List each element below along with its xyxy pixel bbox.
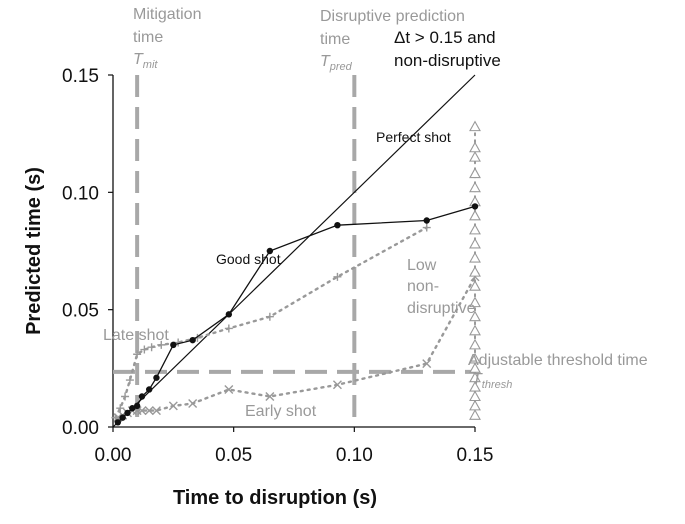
perfect-shot-line xyxy=(112,74,476,428)
low-nondisruptive-line1: Low xyxy=(407,257,437,274)
early-shot-point xyxy=(151,406,161,416)
late-shot-point xyxy=(125,376,134,385)
non-disruptive-point xyxy=(469,167,481,179)
late-shot-point xyxy=(333,272,342,281)
good-shot-label: Good shot xyxy=(216,251,281,267)
early-shot-line xyxy=(116,275,477,419)
series-early-shot xyxy=(113,272,480,423)
good-shot-point xyxy=(334,221,341,229)
adjustable-threshold-label: Adjustable threshold time xyxy=(468,352,648,369)
late-shot-line xyxy=(114,226,428,419)
perfect-shot-label: Perfect shot xyxy=(376,129,451,145)
non-disruptive-point xyxy=(469,280,481,291)
late-shot-point xyxy=(422,223,431,232)
non-disruptive-point xyxy=(469,324,481,336)
mitigation-symbol: Tmit xyxy=(133,51,158,71)
good-shot-point xyxy=(119,414,126,421)
x-tick-label: 0.05 xyxy=(215,445,252,466)
good-shot-point xyxy=(170,341,177,349)
y-tick-label: 0.00 xyxy=(62,418,99,439)
adjustable-threshold-symbol: Tthresh xyxy=(472,371,512,391)
series-good-shot xyxy=(114,203,479,426)
good-shot-point xyxy=(146,386,153,393)
early-shot-point xyxy=(265,391,275,401)
non-disruptive-point xyxy=(469,352,481,364)
low-nondisruptive-line2: non- xyxy=(407,278,439,295)
x-tick-label: 0.00 xyxy=(95,445,132,466)
y-tick-label: 0.10 xyxy=(62,183,99,204)
low-nondisruptive-line3: disruptive xyxy=(407,300,476,317)
non-disruptive-point xyxy=(469,338,481,350)
nondisruptive-label-line2: non-disruptive xyxy=(394,51,501,70)
early-shot-point xyxy=(188,399,198,409)
early-shot-point xyxy=(332,380,342,390)
non-disruptive-point xyxy=(469,151,481,162)
non-disruptive-point xyxy=(469,362,481,373)
good-shot-point xyxy=(189,336,196,344)
non-disruptive-point xyxy=(469,380,481,392)
series-non-disruptive xyxy=(469,120,481,420)
early-shot-point xyxy=(224,384,234,394)
late-shot-label: Late shot xyxy=(103,327,169,344)
non-disruptive-point xyxy=(469,371,481,383)
late-shot-point xyxy=(157,340,166,349)
early-shot-label: Early shot xyxy=(245,403,317,420)
axis-ticks: 0.00 0.05 0.10 0.15 0.00 0.05 0.10 0.15 xyxy=(62,66,493,466)
non-disruptive-point xyxy=(469,209,481,221)
non-disruptive-point xyxy=(469,181,481,193)
late-shot-point xyxy=(116,404,125,413)
late-shot-point xyxy=(147,343,156,352)
good-shot-point xyxy=(138,393,146,400)
non-disruptive-point xyxy=(469,399,481,411)
y-tick-label: 0.05 xyxy=(62,301,99,322)
x-tick-label: 0.10 xyxy=(336,445,373,466)
non-disruptive-point xyxy=(469,237,481,249)
non-disruptive-point xyxy=(469,251,481,263)
non-disruptive-point xyxy=(469,120,481,132)
x-axis-title: Time to disruption (s) xyxy=(173,487,377,509)
y-axis-title: Predicted time (s) xyxy=(23,167,45,335)
late-shot-point xyxy=(140,345,149,354)
good-shot-point xyxy=(133,402,141,410)
mitigation-label-line2: time xyxy=(133,29,163,46)
y-tick-label: 0.15 xyxy=(62,66,99,87)
early-shot-point xyxy=(144,406,154,416)
early-shot-point xyxy=(168,401,178,411)
x-tick-label: 0.15 xyxy=(457,445,494,466)
good-shot-point xyxy=(266,247,274,255)
prediction-label-line1: Disruptive prediction xyxy=(320,8,465,25)
non-disruptive-point xyxy=(469,265,481,277)
good-shot-point xyxy=(153,374,160,381)
mitigation-label-line1: Mitigation xyxy=(133,6,201,23)
prediction-label-line2: time xyxy=(320,31,350,48)
non-disruptive-point xyxy=(469,390,481,402)
non-disruptive-point xyxy=(469,409,481,420)
good-shot-point xyxy=(129,405,136,412)
late-shot-point xyxy=(121,392,130,401)
good-shot-point xyxy=(124,409,131,417)
good-shot-point xyxy=(225,311,233,318)
early-shot-point xyxy=(422,359,432,369)
prediction-symbol: Tpred xyxy=(320,53,353,73)
good-shot-point xyxy=(423,217,430,224)
non-disruptive-point xyxy=(469,223,481,235)
good-shot-point xyxy=(114,419,122,426)
late-shot-point xyxy=(133,350,142,359)
non-disruptive-point xyxy=(469,310,481,322)
late-shot-point xyxy=(265,312,274,321)
nondisruptive-label-line1: Δt > 0.15 and xyxy=(394,28,496,47)
late-shot-point xyxy=(224,324,233,333)
non-disruptive-point xyxy=(469,141,481,153)
good-shot-point xyxy=(471,203,479,210)
non-disruptive-point xyxy=(469,296,481,308)
